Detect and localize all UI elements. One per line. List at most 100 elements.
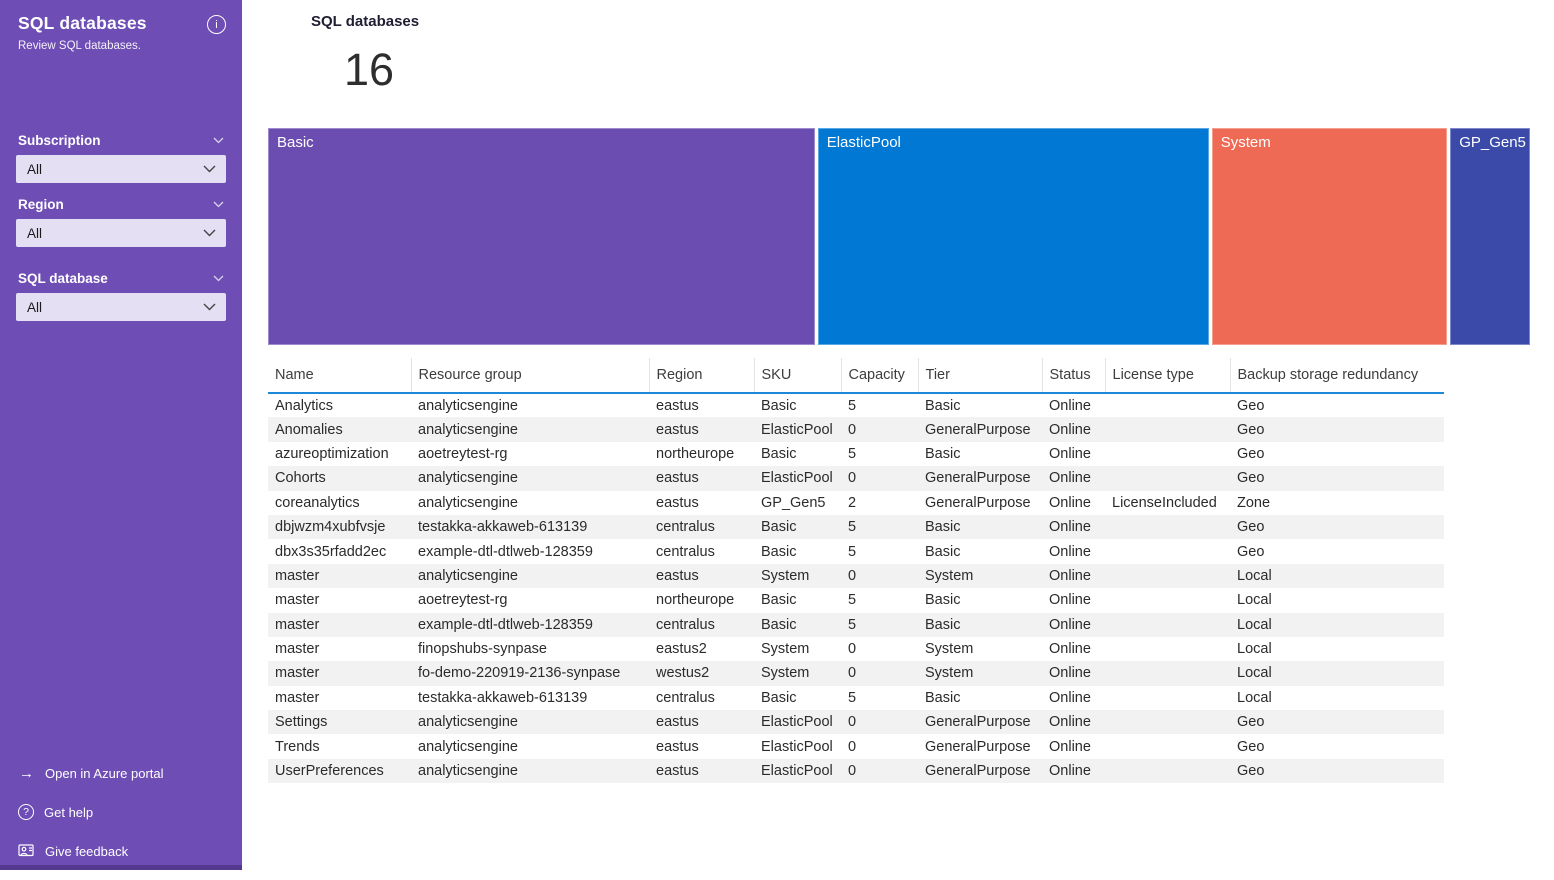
column-header-capacity[interactable]: Capacity (840, 358, 918, 394)
table-cell (1105, 710, 1230, 734)
subscription-dropdown[interactable]: All (16, 155, 226, 183)
filter-sql-database: SQL database All (16, 271, 226, 321)
chevron-down-icon (203, 165, 216, 173)
column-header-license-type[interactable]: License type (1104, 358, 1230, 394)
treemap-segment-elasticpool[interactable]: ElasticPool (817, 128, 1209, 345)
table-row[interactable]: coreanalytics analyticsengine eastus GP_Gen… (268, 491, 1444, 515)
treemap-segment-basic[interactable]: Basic (268, 128, 815, 345)
table-cell: analyticsengine (418, 567, 518, 584)
column-header-name[interactable]: Name (268, 358, 411, 394)
table-row[interactable]: dbx3s35rfadd2ec example-dtl-dtlweb-128359… (268, 539, 1444, 563)
chevron-down-icon (213, 201, 224, 208)
table-cell: GeneralPurpose (925, 470, 1031, 487)
table-cell: 5 (848, 445, 857, 462)
table-row[interactable]: master analyticsengine eastus System 0 System… (268, 563, 1444, 589)
table-cell: Basic (925, 616, 961, 633)
filter-label-subscription: Subscription (18, 133, 101, 148)
table-cell: Local (1237, 665, 1272, 682)
table-cell (1105, 686, 1230, 710)
column-header-backup-storage-redundancy[interactable]: Backup storage redundancy (1229, 358, 1444, 394)
feedback-person-icon (18, 844, 34, 857)
table-cell: Cohorts (275, 470, 326, 487)
sidebar-title: SQL databases (18, 13, 147, 33)
table-cell: Geo (1237, 738, 1265, 755)
table-row[interactable]: Analytics analyticsengine eastus Basic 5 Basi… (268, 393, 1444, 417)
column-header-resource-group[interactable]: Resource group (410, 358, 649, 394)
column-header-region[interactable]: Region (648, 358, 754, 394)
table-cell (1105, 417, 1230, 441)
table-cell: Basic (925, 445, 961, 462)
sidebar-bottom-strip (0, 865, 242, 870)
column-header-sku[interactable]: SKU (753, 358, 841, 394)
table-cell: System (925, 665, 974, 682)
table-row[interactable]: Trends analyticsengine eastus ElasticPool 0 G… (268, 734, 1444, 758)
table-cell: Local (1237, 616, 1272, 633)
column-header-tier[interactable]: Tier (917, 358, 1042, 394)
table-cell: Geo (1237, 543, 1265, 560)
table-cell: master (275, 665, 320, 682)
table-cell: Online (1049, 714, 1091, 731)
table-cell: centralus (656, 519, 715, 536)
table-cell: 5 (848, 592, 857, 609)
table-row[interactable]: master fo-demo-220919-2136-synpase westus2… (268, 661, 1444, 686)
table-cell: dbx3s35rfadd2ec (275, 543, 387, 560)
table-cell: aoetreytest-rg (418, 592, 508, 609)
table-cell: Online (1049, 641, 1091, 658)
table-row[interactable]: Cohorts analyticsengine eastus ElasticPool 0… (268, 466, 1444, 491)
table-cell: LicenseIncluded (1112, 494, 1217, 511)
sql-database-dropdown[interactable]: All (16, 293, 226, 321)
open-in-azure-portal-link[interactable]: → Open in Azure portal (18, 763, 232, 783)
table-cell: Basic (761, 519, 797, 536)
table-cell: Local (1237, 592, 1272, 609)
sql-database-dropdown-value: All (27, 299, 43, 315)
table-cell (1105, 637, 1230, 661)
table-cell: Anomalies (275, 421, 343, 438)
page-title: SQL databases (311, 13, 420, 30)
get-help-label: Get help (44, 804, 94, 820)
table-row[interactable]: master finopshubs-synpase eastus2 System 0 Sy… (268, 637, 1444, 661)
table-cell: UserPreferences (275, 763, 384, 780)
table-row[interactable]: Anomalies analyticsengine eastus ElasticPoo… (268, 417, 1444, 442)
table-cell: GeneralPurpose (925, 494, 1031, 511)
table-cell: eastus (656, 714, 699, 731)
table-cell: 0 (848, 714, 857, 731)
table-cell: GeneralPurpose (925, 421, 1031, 438)
table-cell: eastus2 (656, 641, 707, 658)
table-cell: Online (1049, 397, 1091, 414)
table-cell: Geo (1237, 470, 1265, 487)
column-header-status[interactable]: Status (1041, 358, 1105, 394)
table-cell: centralus (656, 689, 715, 706)
table-row[interactable]: Settings analyticsengine eastus ElasticPool… (268, 710, 1444, 735)
table-cell: Local (1237, 689, 1272, 706)
table-row[interactable]: master example-dtl-dtlweb-128359 centralus… (268, 612, 1444, 637)
region-dropdown[interactable]: All (16, 219, 226, 247)
table-cell (1105, 539, 1230, 563)
table-row[interactable]: UserPreferences analyticsengine eastus Elas… (268, 758, 1444, 784)
table-cell: 5 (848, 543, 857, 560)
table-cell: Online (1049, 470, 1091, 487)
arrow-right-icon: → (19, 764, 34, 782)
table-cell: analyticsengine (418, 763, 518, 780)
table-row[interactable]: dbjwzm4xubfvsje testakka-akkaweb-613139 ce… (268, 514, 1444, 540)
treemap-segment-system[interactable]: System (1211, 128, 1448, 345)
table-cell (1105, 661, 1230, 685)
table-row[interactable]: master testakka-akkaweb-613139 centralus Ba… (268, 686, 1444, 710)
table-row[interactable]: azureoptimization aoetreytest-rg northeuro… (268, 442, 1444, 466)
table-cell: master (275, 567, 320, 584)
table-cell: Basic (925, 543, 961, 560)
get-help-link[interactable]: ? Get help (18, 802, 232, 822)
table-row[interactable]: master aoetreytest-rg northeurope Basic 5 Bas… (268, 588, 1444, 612)
table-cell: azureoptimization (275, 445, 389, 462)
info-icon[interactable]: i (207, 15, 226, 34)
table-cell (1105, 515, 1230, 539)
give-feedback-link[interactable]: Give feedback (18, 841, 232, 861)
table-cell: GP_Gen5 (761, 494, 826, 511)
table-cell: northeurope (656, 445, 735, 462)
treemap-segment-gp_gen5[interactable]: GP_Gen5 (1450, 128, 1530, 345)
table-cell: eastus (656, 738, 699, 755)
table-cell: Geo (1237, 397, 1265, 414)
table-cell: ElasticPool (761, 470, 833, 487)
subscription-dropdown-value: All (27, 161, 43, 177)
region-dropdown-value: All (27, 225, 43, 241)
table-cell: Basic (761, 592, 797, 609)
